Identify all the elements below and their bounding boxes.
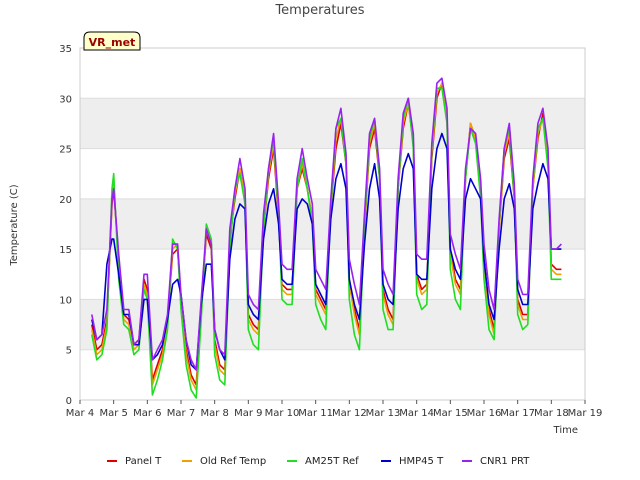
series-layer <box>91 77 562 399</box>
y-tick-label: 15 <box>59 245 72 256</box>
x-tick-label: Mar 13 <box>366 408 401 419</box>
legend-label: Old Ref Temp <box>200 456 266 467</box>
y-axis-ticks: 0 5 10 15 20 25 30 35 <box>59 44 72 407</box>
x-tick-label: Mar 7 <box>167 408 195 419</box>
x-tick-label: Mar 5 <box>99 408 127 419</box>
x-tick-label: Mar 18 <box>534 408 569 419</box>
x-tick-label: Mar 15 <box>433 408 468 419</box>
y-tick-label: 0 <box>66 396 72 407</box>
x-tick-label: Mar 12 <box>332 408 367 419</box>
x-tick-label: Mar 9 <box>234 408 262 419</box>
chart-title: Temperatures <box>274 3 364 18</box>
y-tick-label: 30 <box>59 94 72 105</box>
x-tick-label: Mar 6 <box>133 408 161 419</box>
y-tick-label: 35 <box>59 44 72 55</box>
legend-label: HMP45 T <box>399 456 444 467</box>
x-tick-label: Mar 19 <box>568 408 603 419</box>
x-tick-label: Mar 16 <box>467 408 502 419</box>
legend-label: AM25T Ref <box>305 456 359 467</box>
x-tick-label: Mar 11 <box>298 408 333 419</box>
y-tick-label: 10 <box>59 295 72 306</box>
annotation-badge: VR_met <box>83 31 141 51</box>
y-tick-label: 5 <box>66 346 72 357</box>
y-axis-title: Temperature (C) <box>9 184 20 266</box>
plot-area-frame <box>79 47 586 401</box>
legend: Panel T Old Ref Temp AM25T Ref HMP45 T CNR1 … <box>107 456 530 467</box>
x-tick-label: Mar 17 <box>500 408 535 419</box>
x-tick-label: Mar 14 <box>399 408 434 419</box>
x-tick-label: Mar 8 <box>200 408 228 419</box>
x-axis-title: Time <box>553 425 578 436</box>
legend-label: CNR1 PRT <box>480 456 530 467</box>
x-axis-ticks: Mar 4 Mar 5 Mar 6 Mar 7 Mar 8 Mar 9 Mar 10Mar … <box>66 400 603 419</box>
y-tick-label: 25 <box>59 145 72 156</box>
grid-band <box>80 299 585 350</box>
series-line-hmp45-t <box>91 132 562 371</box>
grid-band <box>80 98 585 149</box>
annotation-badge-shape <box>83 31 141 51</box>
series-line-cnr1-prt <box>91 77 562 371</box>
x-tick-label: Mar 10 <box>265 408 300 419</box>
y-tick-label: 20 <box>59 195 72 206</box>
annotation-label: VR_met <box>89 36 136 49</box>
x-tick-label: Mar 4 <box>66 408 94 419</box>
legend-label: Panel T <box>125 456 162 467</box>
